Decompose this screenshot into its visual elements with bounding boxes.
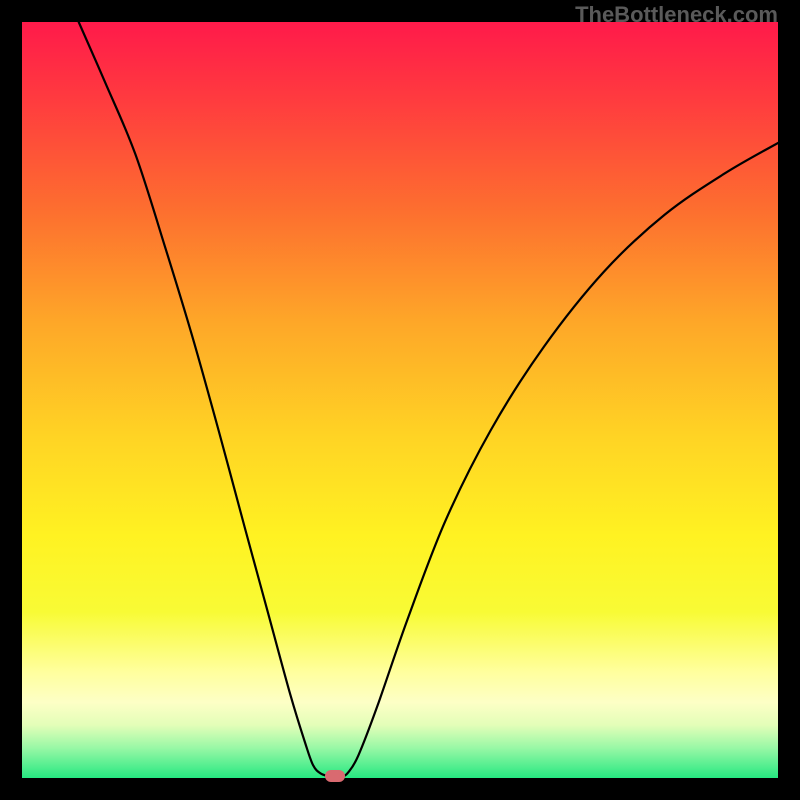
chart-container: TheBottleneck.com — [0, 0, 800, 800]
plot-area — [22, 22, 778, 778]
watermark-text: TheBottleneck.com — [575, 2, 778, 28]
minimum-marker — [325, 770, 345, 782]
bottleneck-curve — [22, 22, 778, 778]
curve-path — [79, 22, 778, 777]
